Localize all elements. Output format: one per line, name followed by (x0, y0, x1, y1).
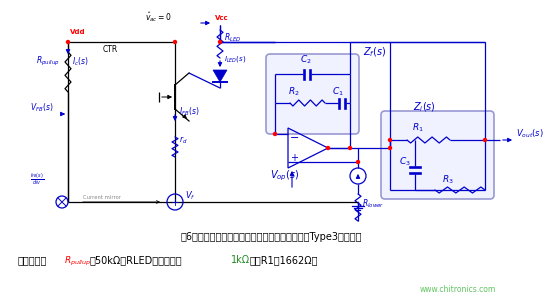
FancyBboxPatch shape (266, 54, 359, 134)
Circle shape (388, 139, 392, 142)
Text: $I_{LED}(s)$: $I_{LED}(s)$ (224, 54, 247, 65)
Text: $Z_f(s)$: $Z_f(s)$ (363, 45, 387, 59)
FancyBboxPatch shape (381, 111, 494, 199)
Text: $I_c(s)$: $I_c(s)$ (72, 55, 89, 68)
Text: $R_2$: $R_2$ (288, 86, 300, 98)
Text: CTR: CTR (103, 45, 118, 54)
Text: $R_{LED}$: $R_{LED}$ (224, 31, 242, 43)
Text: $R_{lower}$: $R_{lower}$ (362, 197, 384, 210)
Text: $R_1$: $R_1$ (412, 122, 424, 134)
Text: $Z_i(s)$: $Z_i(s)$ (413, 100, 436, 114)
Text: ，而R1为1662Ω。: ，而R1为1662Ω。 (250, 255, 319, 265)
Text: $\frac{I_{FB}(s)}{div}$: $\frac{I_{FB}(s)}{div}$ (30, 172, 45, 187)
Circle shape (357, 160, 359, 163)
Text: 为50kΩ，RLED随意固定为: 为50kΩ，RLED随意固定为 (90, 255, 182, 265)
Circle shape (66, 40, 70, 43)
Text: $R_3$: $R_3$ (442, 174, 454, 187)
Text: 图6：使用电压模式有源钳位正向转换器闭环需要Type3补偿器。: 图6：使用电压模式有源钳位正向转换器闭环需要Type3补偿器。 (180, 232, 362, 242)
Text: $r_d$: $r_d$ (179, 134, 187, 146)
Circle shape (218, 40, 222, 43)
Text: $C_2$: $C_2$ (300, 53, 312, 66)
Text: $V_{out}(s)$: $V_{out}(s)$ (516, 127, 543, 140)
Circle shape (349, 146, 351, 149)
Text: Vdd: Vdd (70, 29, 86, 35)
Text: Current mirror: Current mirror (83, 195, 121, 200)
Circle shape (274, 133, 276, 136)
Text: +: + (290, 153, 298, 163)
Circle shape (388, 146, 392, 149)
Text: $\hat{v}_{ac}=0$: $\hat{v}_{ac}=0$ (145, 10, 172, 24)
Text: 1kΩ: 1kΩ (231, 255, 250, 265)
Text: $C_1$: $C_1$ (332, 86, 344, 98)
Text: $C_3$: $C_3$ (399, 156, 411, 169)
Circle shape (326, 146, 330, 149)
Text: www.chitronics.com: www.chitronics.com (420, 285, 496, 294)
Text: $R_{pullup}$: $R_{pullup}$ (64, 254, 91, 268)
Text: $V_f$: $V_f$ (185, 189, 195, 201)
Text: 在本例中，: 在本例中， (18, 255, 47, 265)
Text: $V_{op}(s)$: $V_{op}(s)$ (270, 169, 299, 183)
Text: $I_{FB}(s)$: $I_{FB}(s)$ (179, 105, 199, 117)
Text: $V_{FB}(s)$: $V_{FB}(s)$ (30, 101, 54, 114)
Text: −: − (290, 133, 299, 143)
Polygon shape (213, 70, 227, 82)
Text: $R_{pullup}$: $R_{pullup}$ (36, 55, 60, 69)
Circle shape (174, 40, 176, 43)
Circle shape (483, 139, 487, 142)
Text: Vcc: Vcc (215, 15, 229, 21)
